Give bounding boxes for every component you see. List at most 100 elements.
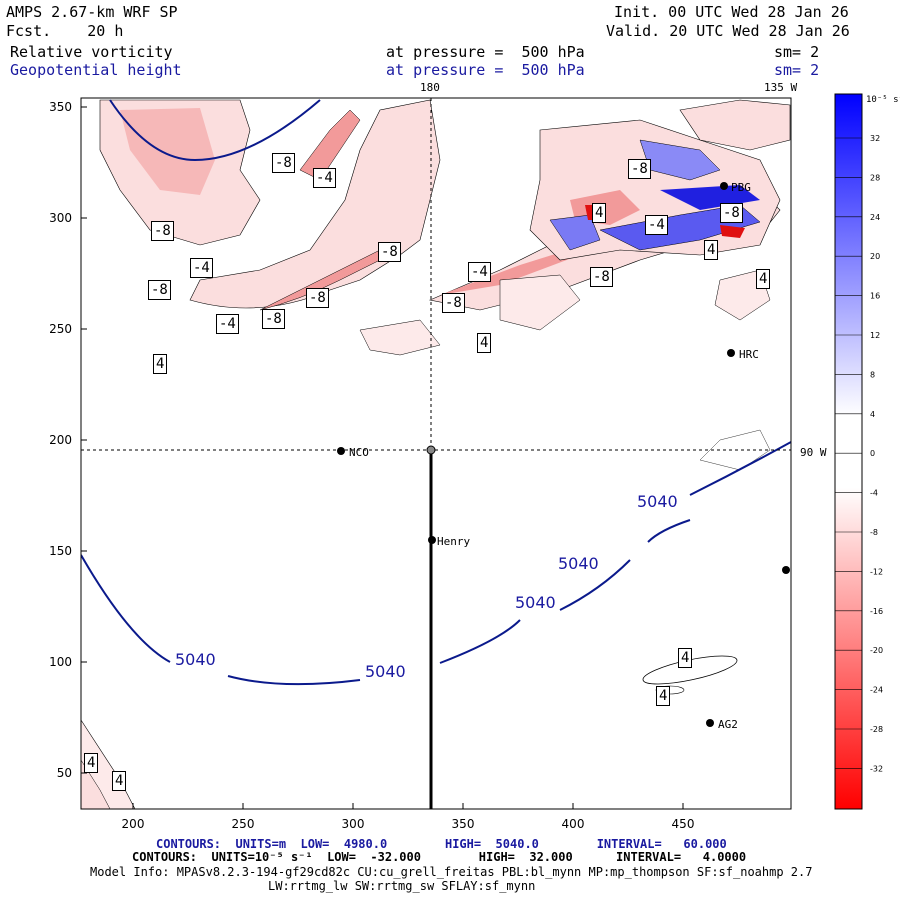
x-tick-label: 250	[232, 817, 255, 831]
station-dot-henry	[428, 536, 436, 544]
station-dot-pbg	[720, 182, 728, 190]
colorbar-tick-label: 20	[870, 252, 880, 261]
x-tick-label: 300	[342, 817, 365, 831]
vorticity-contour-label: 4	[477, 333, 492, 353]
field1-level: at pressure = 500 hPa	[386, 43, 585, 61]
reference-point-marker	[426, 445, 436, 455]
y-tick-label: 150	[49, 544, 72, 558]
colorbar-tick-label: -8	[870, 528, 878, 537]
vorticity-contour-label: -4	[216, 314, 239, 334]
vorticity-contour-label: 4	[153, 354, 168, 374]
x-tick-label: 350	[452, 817, 475, 831]
colorbar-tick-label: 8	[870, 370, 875, 379]
vorticity-contour-label: 4	[704, 240, 719, 260]
station-label-nco: NCO	[349, 446, 369, 459]
vorticity-contour-label: -8	[262, 309, 285, 329]
vorticity-contour-label: 4	[84, 753, 99, 773]
colorbar-unit: 10⁻⁵ s⁻¹	[866, 95, 900, 105]
colorbar-tick-label: 24	[870, 213, 880, 222]
y-tick-label: 200	[49, 433, 72, 447]
station-dot-hrc	[727, 349, 735, 357]
vorticity-contour-label: -4	[468, 262, 491, 282]
height-contour-label: 5040	[175, 650, 216, 669]
colorbar-tick-label: -12	[870, 567, 883, 576]
model-title: AMPS 2.67-km WRF SP	[6, 3, 178, 21]
colorbar-tick-label: 32	[870, 134, 880, 143]
station-label-pbg: PBG	[731, 181, 751, 194]
station-label-henry: Henry	[437, 535, 471, 548]
field1-name: Relative vorticity	[10, 43, 173, 61]
forecast-hour: Fcst. 20 h	[6, 22, 124, 40]
x-tick-label: 400	[562, 817, 585, 831]
vorticity-contour-label: -8	[720, 203, 743, 223]
height-contour-label: 5040	[515, 593, 556, 612]
colorbar: 32 28 24 20 16 12 8 4 0 -4 -8 -12 -16 -20 -24 -28 -32	[834, 93, 883, 810]
valid-time: Valid. 20 UTC Wed 28 Jan 26	[606, 22, 850, 40]
colorbar-tick-label: -32	[870, 764, 883, 773]
field1-smoothing: sm= 2	[774, 43, 820, 61]
field2-name: Geopotential height	[10, 61, 182, 79]
colorbar-gradient	[834, 93, 863, 810]
vorticity-contour-label: -4	[645, 215, 668, 235]
colorbar-tick-label: -24	[870, 686, 883, 695]
y-tick-label: 100	[49, 655, 72, 669]
y-tick-label: 300	[49, 211, 72, 225]
plot-frame	[80, 97, 792, 810]
footer-vorticity-contours: CONTOURS: UNITS=10⁻⁵ s⁻¹ LOW= -32.000 HI…	[132, 850, 747, 864]
station-dot-nco	[337, 447, 345, 455]
y-tick-label: 250	[49, 322, 72, 336]
height-contour-label: 5040	[558, 554, 599, 573]
colorbar-tick-label: 28	[870, 173, 880, 182]
colorbar-tick-label: 16	[870, 292, 880, 301]
reference-lines	[81, 98, 791, 809]
vorticity-contour-label: -8	[272, 153, 295, 173]
vorticity-contour-label: -4	[190, 258, 213, 278]
colorbar-tick-label: 0	[870, 449, 875, 458]
vorticity-contour-label: 4	[756, 269, 771, 289]
height-contour-label: 5040	[365, 662, 406, 681]
lon-label-135w: 135 W	[764, 81, 798, 94]
lon-label-180: 180	[420, 81, 440, 94]
vorticity-contour-label: -8	[151, 221, 174, 241]
vorticity-contour-label: 4	[112, 771, 127, 791]
footer-model-info: Model Info: MPASv8.2.3-194-gf29cd82c CU:…	[90, 865, 813, 879]
y-tick-label: 350	[49, 100, 72, 114]
x-tick-label: 200	[122, 817, 145, 831]
vorticity-contour-label: -8	[148, 280, 171, 300]
station-markers	[337, 182, 790, 727]
station-dot-ag2	[706, 719, 714, 727]
field2-level: at pressure = 500 hPa	[386, 61, 585, 79]
height-contour-label: 5040	[637, 492, 678, 511]
init-time: Init. 00 UTC Wed 28 Jan 26	[614, 3, 849, 21]
vorticity-contour-label: -8	[628, 159, 651, 179]
vorticity-contour-label: -8	[378, 242, 401, 262]
y-tick-label: 50	[57, 766, 72, 780]
height-contours	[81, 99, 791, 686]
vorticity-contour-label: 4	[592, 203, 607, 223]
vorticity-contour-label: 4	[678, 648, 693, 668]
vorticity-contour-label: -8	[590, 267, 613, 287]
vorticity-shading	[81, 99, 791, 809]
colorbar-tick-label: 4	[870, 410, 875, 419]
footer-physics-info: LW:rrtmg_lw SW:rrtmg_sw SFLAY:sf_mynn	[268, 879, 536, 893]
y-axis-ticks: 50 100 150 200 250 300 350	[49, 100, 87, 780]
colorbar-tick-label: -20	[870, 646, 883, 655]
x-axis-ticks: 200 250 300 350 400 450	[122, 803, 695, 831]
vorticity-contour-label: 4	[656, 686, 671, 706]
colorbar-tick-label: -4	[870, 489, 878, 498]
lon-label-90w: 90 W	[800, 446, 827, 459]
x-tick-label: 450	[672, 817, 695, 831]
colorbar-tick-label: 12	[870, 331, 880, 340]
colorbar-tick-label: -28	[870, 725, 883, 734]
vorticity-contour-label: -8	[306, 288, 329, 308]
footer-height-contours: CONTOURS: UNITS=m LOW= 4980.0 HIGH= 5040…	[156, 837, 727, 851]
colorbar-tick-label: -16	[870, 607, 883, 616]
station-label-ag2: AG2	[718, 718, 738, 731]
station-dot-edge	[782, 566, 790, 574]
vorticity-contour-label: -4	[313, 168, 336, 188]
vorticity-contour-label: -8	[442, 293, 465, 313]
field2-smoothing: sm= 2	[774, 61, 820, 79]
station-label-hrc: HRC	[739, 348, 759, 361]
